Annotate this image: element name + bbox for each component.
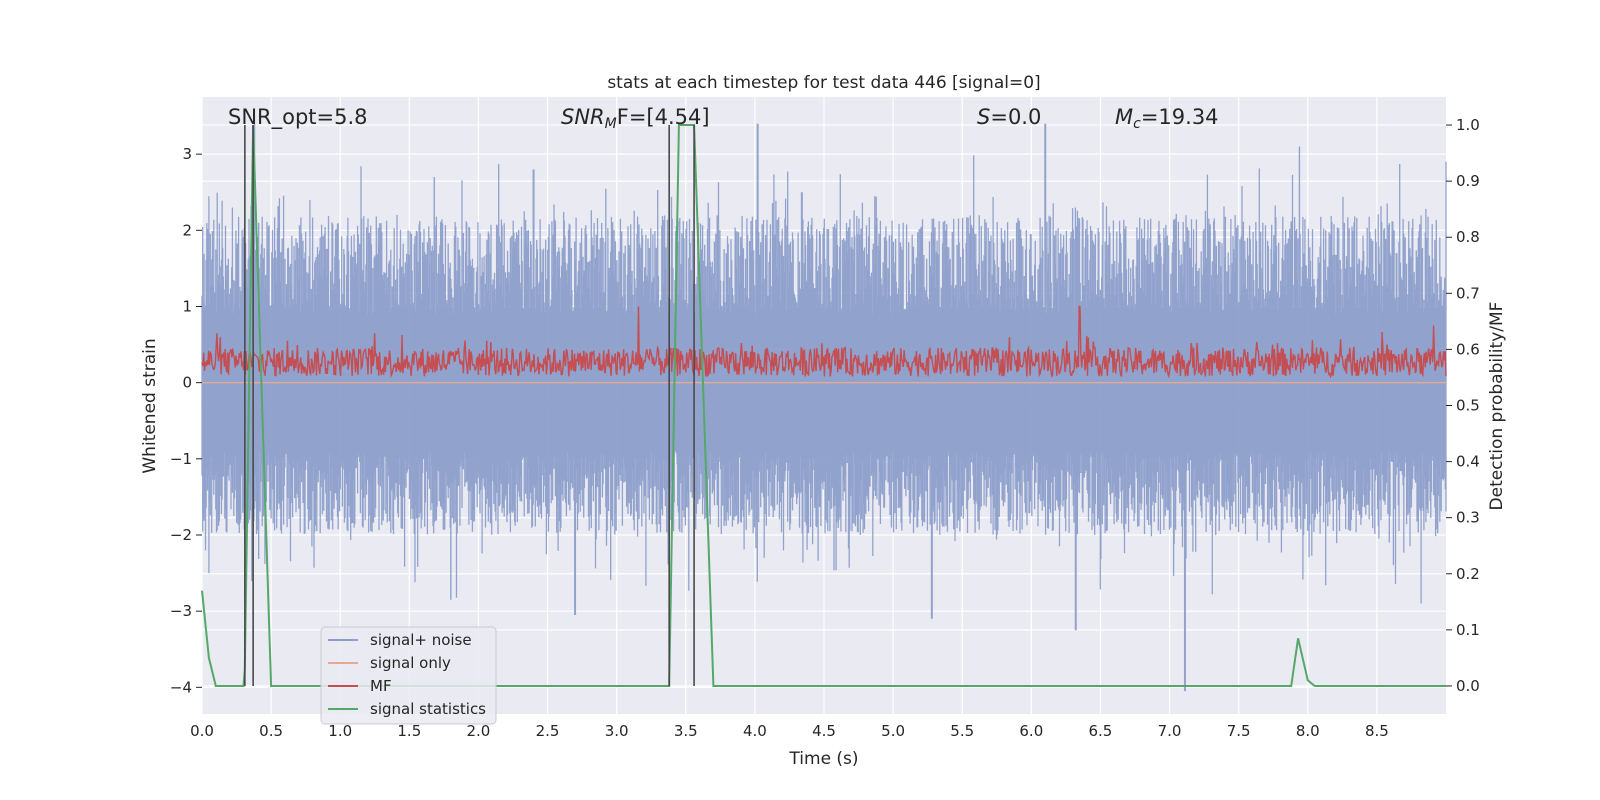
x-tick-label: 2.5	[536, 722, 560, 740]
x-tick-label: 6.0	[1019, 722, 1043, 740]
snr-mf-base: SNR	[561, 105, 605, 129]
x-tick-label: 4.0	[743, 722, 767, 740]
annotation-snr-opt: SNR_opt=5.8	[228, 105, 368, 130]
mc-base: M	[1115, 105, 1133, 129]
y2-tick-label: 0.5	[1456, 397, 1480, 415]
snr-mf-sub: M	[605, 116, 617, 132]
y-axis-label: Whitened strain	[140, 338, 160, 473]
x-tick-label: 1.5	[397, 722, 421, 740]
y2-tick-label: 0.2	[1456, 565, 1480, 583]
x-tick-label: 8.0	[1296, 722, 1320, 740]
mc-sub: c	[1133, 116, 1141, 132]
series-signal-noise	[201, 123, 1447, 692]
x-tick-label: 5.5	[950, 722, 974, 740]
x-tick-label: 5.0	[881, 722, 905, 740]
x-tick-label: 3.0	[605, 722, 629, 740]
x-tick-label: 7.0	[1158, 722, 1182, 740]
series-mf	[201, 305, 1447, 379]
y2-tick-label: 0.6	[1456, 340, 1480, 358]
annotation-snr-mf: SNRMF=[4.54]	[561, 105, 710, 132]
series-signal-statistics	[201, 124, 1446, 687]
y-tick-label: −1	[170, 450, 192, 468]
y-tick-label: −3	[170, 602, 192, 620]
y2-tick-label: 0.9	[1456, 172, 1480, 190]
legend-label-stats: signal statistics	[370, 700, 486, 718]
vertical-markers	[244, 125, 695, 686]
legend-box	[320, 626, 497, 725]
legend-label-noise: signal+ noise	[370, 631, 472, 649]
x-tick-label: 0.5	[259, 722, 283, 740]
x-tick-label: 7.5	[1227, 722, 1251, 740]
s-rest: =0.0	[990, 105, 1041, 129]
y-tick-label: −4	[170, 678, 192, 696]
y-tick-label: 2	[182, 221, 192, 239]
x-tick-label: 0.0	[190, 722, 214, 740]
y2-tick-label: 0.3	[1456, 509, 1480, 527]
x-tick-label: 4.5	[812, 722, 836, 740]
mc-rest: =19.34	[1141, 105, 1219, 129]
chart-title: stats at each timestep for test data 446…	[607, 73, 1040, 93]
y2-tick-label: 0.0	[1456, 677, 1480, 695]
y2-tick-label: 0.8	[1456, 228, 1480, 246]
y2-axis-label: Detection probability/MF	[1487, 302, 1507, 511]
snr-mf-rest: F=[4.54]	[617, 105, 710, 129]
y2-tick-label: 0.1	[1456, 621, 1480, 639]
tick-labels: 0.0 0.5 1.0 1.5 2.0 2.5 3.0 3.5 4.0 4.5 5.0 5.5 6.0 6…	[170, 116, 1480, 740]
annotation-mc: Mc=19.34	[1115, 105, 1219, 132]
annotation-s: S=0.0	[977, 105, 1041, 129]
x-tick-label: 1.0	[328, 722, 352, 740]
y2-tick-label: 0.7	[1456, 284, 1480, 302]
legend: signal+ noise signal only MF signal stat…	[320, 626, 497, 725]
x-tick-label: 2.0	[467, 722, 491, 740]
legend-label-mf: MF	[370, 677, 392, 695]
y-tick-label: 3	[182, 145, 192, 163]
series-layer	[201, 123, 1447, 692]
x-tick-label: 6.5	[1089, 722, 1113, 740]
y2-tick-label: 1.0	[1456, 116, 1480, 134]
s-base: S	[977, 105, 990, 129]
legend-label-signal: signal only	[370, 654, 451, 672]
y-tick-label: 1	[182, 297, 192, 315]
y-tick-label: 0	[182, 374, 192, 392]
x-tick-label: 3.5	[674, 722, 698, 740]
x-axis-label: Time (s)	[788, 749, 858, 769]
x-tick-label: 8.5	[1365, 722, 1389, 740]
y-tick-label: −2	[170, 526, 192, 544]
y2-tick-label: 0.4	[1456, 453, 1480, 471]
